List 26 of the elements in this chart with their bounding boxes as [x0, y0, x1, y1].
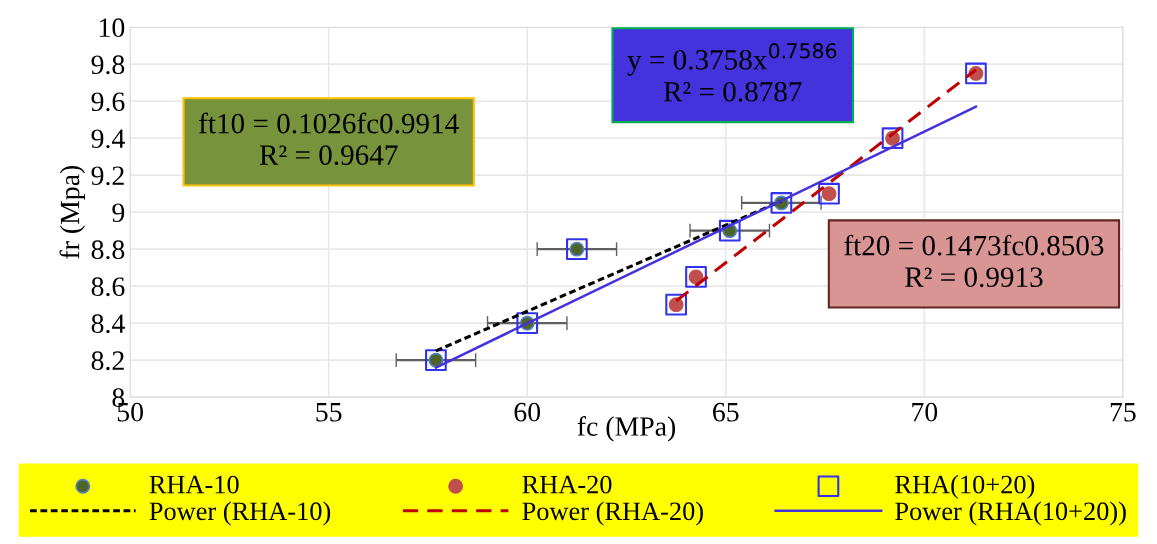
- y-tick-label: 9.8: [91, 55, 125, 75]
- legend-label: Power (RHA-10): [149, 501, 331, 526]
- annotation: ft20 = 0.1473fc0.8503 R² = 0.9913: [844, 234, 1104, 288]
- y-tick-label: 8.4: [91, 314, 125, 334]
- legend-label: RHA(10+20): [895, 474, 1035, 499]
- x-tick-label: 75: [1110, 403, 1136, 422]
- y-tick-label: 10: [99, 18, 125, 38]
- x-tick-label: 60: [514, 402, 541, 422]
- x-tick-label: 55: [316, 403, 342, 422]
- legend-label: Power (RHA(10+20)): [895, 501, 1126, 526]
- annotation: y = 0.3758x$^{0.7586}$ R² = 0.8787: [627, 43, 837, 102]
- y-tick-label: 9.2: [91, 166, 124, 186]
- y-tick-label: 8.2: [91, 351, 124, 371]
- x-tick-label: 70: [912, 402, 938, 422]
- x-axis-title: fc (MPa): [577, 416, 676, 442]
- y-tick-label: 8.8: [91, 240, 125, 260]
- annotation: ft10 = 0.1026fc0.9914 R² = 0.9647: [199, 112, 459, 166]
- y-axis-title: fr (Mpa): [59, 165, 86, 259]
- y-tick-label: 9.6: [91, 92, 125, 112]
- y-tick-label: 9: [112, 203, 125, 223]
- y-tick-label: 9.4: [91, 129, 125, 149]
- legend-label: Power (RHA-20): [522, 501, 703, 526]
- y-tick-label: 8.6: [91, 277, 125, 297]
- x-tick-label: 65: [713, 402, 739, 422]
- legend-label: RHA-10: [149, 475, 239, 494]
- legend-label: RHA-20: [522, 475, 612, 494]
